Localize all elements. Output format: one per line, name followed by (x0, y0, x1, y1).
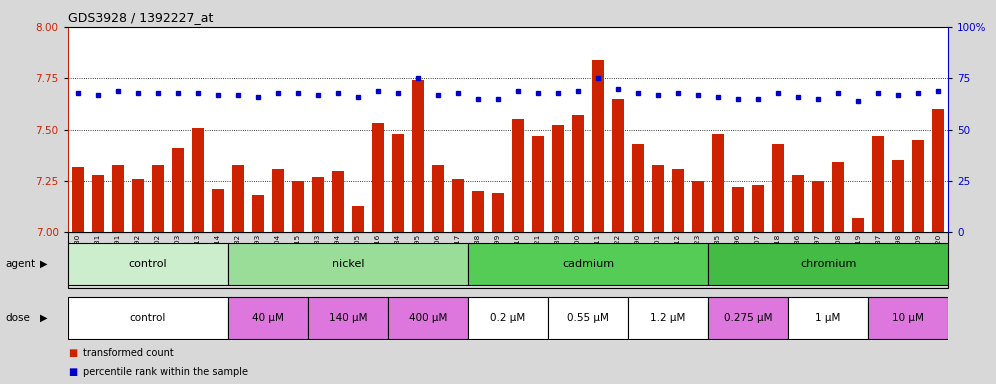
Bar (171, 148, 184, 232)
Bar (192, 127, 204, 232)
Bar (572, 115, 584, 232)
Bar (732, 187, 744, 232)
Bar (872, 136, 884, 232)
Bar (712, 134, 724, 232)
Text: 0.2 μM: 0.2 μM (490, 313, 526, 323)
FancyBboxPatch shape (68, 296, 228, 339)
FancyBboxPatch shape (468, 296, 548, 339)
FancyBboxPatch shape (708, 243, 948, 285)
Bar (512, 119, 524, 232)
FancyBboxPatch shape (468, 243, 708, 285)
Text: percentile rank within the sample: percentile rank within the sample (83, 367, 248, 377)
Bar (272, 169, 284, 232)
Bar (252, 195, 264, 232)
Text: ▶: ▶ (40, 259, 48, 269)
Bar (832, 162, 845, 232)
Bar (632, 144, 644, 232)
Bar (812, 181, 824, 232)
Bar (292, 181, 304, 232)
Bar (752, 185, 764, 232)
Bar (772, 144, 784, 232)
FancyBboxPatch shape (228, 243, 468, 285)
Bar (212, 189, 224, 232)
Text: cadmium: cadmium (562, 259, 615, 269)
Bar (391, 134, 404, 232)
Text: 40 μM: 40 μM (252, 313, 284, 323)
Text: dose: dose (5, 313, 30, 323)
Bar (432, 164, 444, 232)
Bar (151, 164, 163, 232)
Text: 1.2 μM: 1.2 μM (650, 313, 685, 323)
Text: 1 μM: 1 μM (816, 313, 841, 323)
Bar (532, 136, 544, 232)
Bar (131, 179, 143, 232)
FancyBboxPatch shape (628, 296, 708, 339)
FancyBboxPatch shape (68, 243, 228, 285)
Bar (912, 140, 924, 232)
Bar (612, 99, 624, 232)
Text: 140 μM: 140 μM (329, 313, 368, 323)
Text: control: control (128, 259, 167, 269)
FancyBboxPatch shape (788, 296, 869, 339)
Bar (312, 177, 324, 232)
Text: nickel: nickel (332, 259, 365, 269)
FancyBboxPatch shape (308, 296, 387, 339)
Bar (853, 218, 865, 232)
Text: 0.275 μM: 0.275 μM (724, 313, 772, 323)
Bar (452, 179, 464, 232)
Bar (492, 193, 504, 232)
Bar (552, 126, 564, 232)
Text: chromium: chromium (800, 259, 857, 269)
Text: agent: agent (5, 259, 35, 269)
Bar (692, 181, 704, 232)
Text: ■: ■ (68, 348, 77, 358)
Bar (652, 164, 664, 232)
Bar (472, 191, 484, 232)
Text: 10 μM: 10 μM (892, 313, 924, 323)
Bar (372, 123, 383, 232)
Bar (932, 109, 944, 232)
Text: GDS3928 / 1392227_at: GDS3928 / 1392227_at (68, 12, 213, 25)
Text: 400 μM: 400 μM (408, 313, 447, 323)
FancyBboxPatch shape (387, 296, 468, 339)
FancyBboxPatch shape (548, 296, 628, 339)
Bar (792, 175, 804, 232)
Bar (112, 164, 124, 232)
Bar (72, 167, 84, 232)
Text: ■: ■ (68, 367, 77, 377)
Bar (352, 205, 364, 232)
Text: control: control (129, 313, 166, 323)
FancyBboxPatch shape (708, 296, 788, 339)
Bar (332, 170, 344, 232)
Bar (232, 164, 244, 232)
Bar (412, 80, 424, 232)
Text: transformed count: transformed count (83, 348, 173, 358)
Bar (592, 60, 604, 232)
Text: ▶: ▶ (40, 313, 48, 323)
Bar (92, 175, 104, 232)
FancyBboxPatch shape (228, 296, 308, 339)
Bar (672, 169, 684, 232)
Bar (892, 161, 904, 232)
FancyBboxPatch shape (869, 296, 948, 339)
Text: 0.55 μM: 0.55 μM (567, 313, 609, 323)
